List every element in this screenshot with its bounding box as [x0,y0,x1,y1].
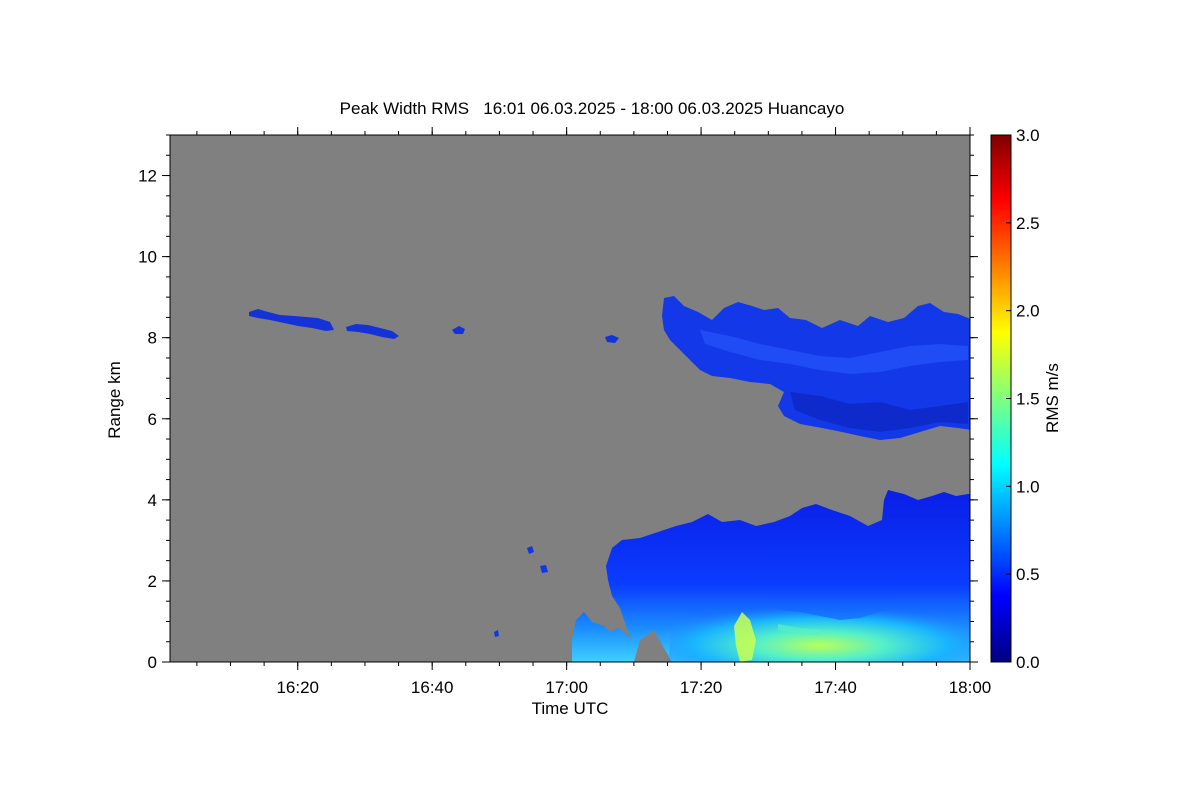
x-tick-label: 16:20 [276,678,319,697]
x-tick-label: 17:40 [814,678,857,697]
y-axis-label: Range km [105,361,124,438]
colorbar-label: RMS m/s [1043,363,1062,433]
colorbar-tick-label: 1.5 [1016,390,1040,409]
colorbar-tick-label: 2.0 [1016,302,1040,321]
boundary-layer-gap-2 [634,630,672,662]
y-tick-label: 2 [148,572,157,591]
colorbar-tick-label: 0.5 [1016,565,1040,584]
colorbar-tick-label: 3.0 [1016,126,1040,145]
colorbar-tick-label: 0.0 [1016,653,1040,672]
colorbar-tick-label: 2.5 [1016,214,1040,233]
small-echo-3 [494,630,499,637]
cloud-streak-4 [605,335,619,343]
boundary-layer-streak [778,624,822,636]
cloud-streak-1 [249,309,334,331]
y-tick-label: 4 [148,491,157,510]
x-tick-label: 17:00 [545,678,588,697]
colorbar-tick-label: 1.0 [1016,477,1040,496]
chart-title: Peak Width RMS 16:01 06.03.2025 - 18:00 … [340,99,845,118]
y-axis-ticks: 0 2 4 6 8 10 12 [138,134,978,672]
y-tick-label: 12 [138,167,157,186]
boundary-layer-gap [576,560,594,584]
cloud-streak-2 [346,324,399,339]
upper-cloud-highlight [700,330,968,374]
x-tick-label: 16:40 [411,678,454,697]
small-echo-2 [540,565,548,573]
y-tick-label: 0 [148,653,157,672]
x-tick-label: 18:00 [949,678,992,697]
colorbar-ticks: 0.0 0.5 1.0 1.5 2.0 2.5 3.0 [1006,126,1040,672]
y-tick-label: 10 [138,248,157,267]
small-echo-1 [527,546,534,554]
x-tick-label: 17:20 [680,678,723,697]
y-tick-label: 8 [148,329,157,348]
x-axis-label: Time UTC [532,699,609,718]
upper-cloud-texture [790,392,968,432]
x-axis-ticks: 16:20 16:40 17:00 17:20 17:40 18:00 [196,127,992,697]
boundary-layer-hotspot [734,612,756,662]
cloud-streak-3 [452,326,465,334]
y-tick-label: 6 [148,410,157,429]
data-layer [249,296,970,662]
